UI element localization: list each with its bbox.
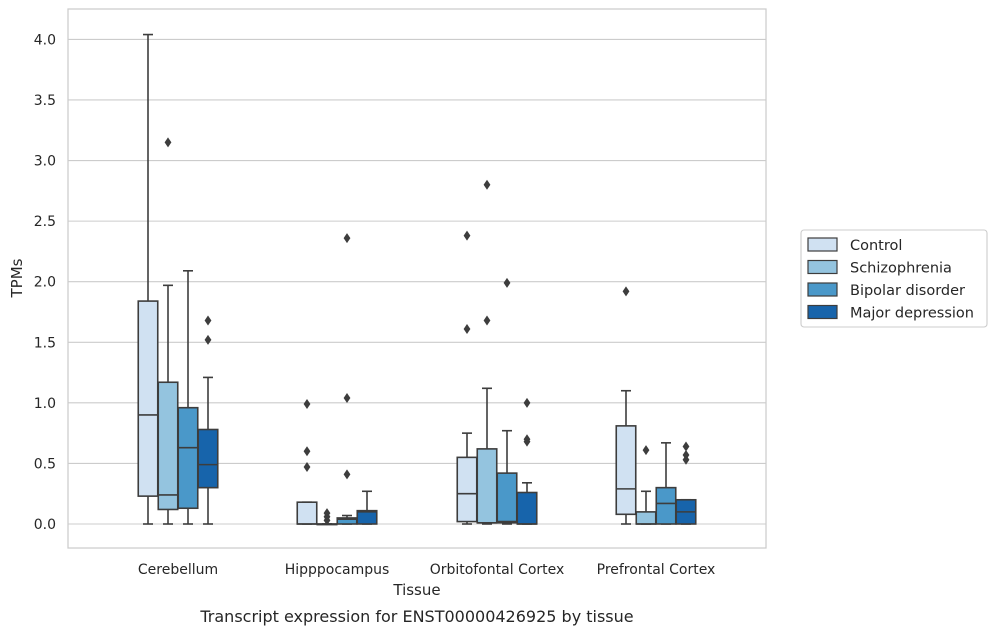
- outlier-point: [303, 462, 311, 473]
- outlier-point: [523, 434, 531, 445]
- box-body: [655, 486, 677, 525]
- box-body: [177, 406, 199, 510]
- box-body: [157, 381, 179, 511]
- box-schizophrenia: [635, 445, 657, 525]
- legend-label: Major depression: [850, 306, 974, 322]
- legend-item: Major depression: [807, 304, 974, 322]
- outlier-point: [682, 441, 690, 452]
- box-groups: [137, 33, 697, 526]
- y-tick-label: 3.5: [34, 93, 56, 109]
- box-major-depression: [516, 397, 538, 525]
- plot-frame: [67, 8, 767, 549]
- box-body: [615, 425, 637, 516]
- y-tick-label: 1.5: [34, 335, 56, 351]
- outlier-point: [204, 315, 212, 326]
- box-major-depression: [197, 315, 219, 525]
- legend-item: Control: [807, 237, 902, 254]
- outlier-point: [503, 277, 511, 288]
- y-tick-label: 0.5: [34, 456, 56, 472]
- legend-label: Bipolar disorder: [850, 283, 965, 299]
- box-major-depression: [356, 490, 378, 525]
- legend-label: Schizophrenia: [850, 261, 952, 277]
- chart-caption: Transcript expression for ENST0000042692…: [199, 607, 633, 626]
- x-axis-label: Tissue: [392, 581, 440, 599]
- y-tick-label: 4.0: [34, 32, 56, 48]
- legend: Control Schizophrenia Bipolar disorder Majo…: [800, 229, 988, 328]
- box-schizophrenia: [476, 179, 498, 525]
- outlier-point: [463, 323, 471, 334]
- box-body: [197, 428, 219, 489]
- x-axis-ticks: Cerebellum Hipppocampus Orbitofontal Corte…: [138, 562, 715, 578]
- outlier-point: [642, 445, 650, 456]
- outlier-point: [164, 137, 172, 148]
- outlier-point: [483, 315, 491, 326]
- box-body: [476, 448, 498, 524]
- box-body: [456, 456, 478, 523]
- outlier-point: [483, 179, 491, 190]
- legend-frame: [800, 229, 988, 328]
- y-axis-label: TPMs: [8, 258, 26, 298]
- outlier-point: [622, 286, 630, 297]
- box-control: [456, 230, 478, 525]
- box-body: [296, 501, 318, 525]
- box-major-depression: [675, 441, 697, 525]
- y-tick-label: 2.0: [34, 275, 56, 291]
- outlier-point: [463, 230, 471, 241]
- y-tick-label: 3.0: [34, 154, 56, 170]
- box-bipolar-disorder: [496, 277, 518, 525]
- y-tick-label: 0.0: [34, 517, 56, 533]
- y-axis-ticks: 0.0 0.5 1.0 1.5 2.0 2.5 3.0 3.5 4.0: [34, 32, 56, 533]
- legend-swatch: [807, 282, 838, 297]
- outlier-point: [682, 449, 690, 460]
- outlier-point: [303, 446, 311, 457]
- box-bipolar-disorder: [177, 269, 199, 525]
- box-body: [516, 491, 538, 525]
- box-body: [137, 300, 159, 497]
- outlier-point: [323, 508, 331, 519]
- x-tick-label: Hipppocampus: [285, 562, 390, 578]
- legend-swatch: [807, 304, 838, 320]
- box-bipolar-disorder: [336, 233, 358, 525]
- box-group: [296, 233, 378, 526]
- x-tick-label: Cerebellum: [138, 562, 218, 578]
- legend-item: Bipolar disorder: [807, 282, 965, 299]
- box-group: [137, 33, 219, 525]
- y-tick-label: 1.0: [34, 396, 56, 412]
- box-control: [296, 399, 318, 525]
- legend-label: Control: [850, 238, 902, 254]
- y-tick-label: 2.5: [34, 214, 56, 230]
- box-schizophrenia: [316, 508, 338, 526]
- box-bipolar-disorder: [655, 442, 677, 525]
- outlier-point: [303, 399, 311, 410]
- box-body: [496, 472, 518, 524]
- legend-item: Schizophrenia: [807, 259, 952, 277]
- outlier-point: [343, 469, 351, 480]
- x-tick-label: Orbitofontal Cortex: [430, 562, 565, 578]
- box-group: [615, 286, 697, 525]
- legend-swatch: [807, 237, 838, 252]
- outlier-point: [343, 233, 351, 244]
- outlier-point: [343, 393, 351, 404]
- outlier-point: [204, 334, 212, 345]
- box-body: [635, 511, 657, 525]
- legend-swatch: [807, 259, 838, 275]
- box-control: [137, 33, 159, 525]
- outlier-point: [523, 397, 531, 408]
- box-body: [356, 509, 378, 525]
- box-group: [456, 179, 538, 525]
- box-control: [615, 286, 637, 525]
- x-tick-label: Prefrontal Cortex: [597, 562, 716, 578]
- box-schizophrenia: [157, 137, 179, 525]
